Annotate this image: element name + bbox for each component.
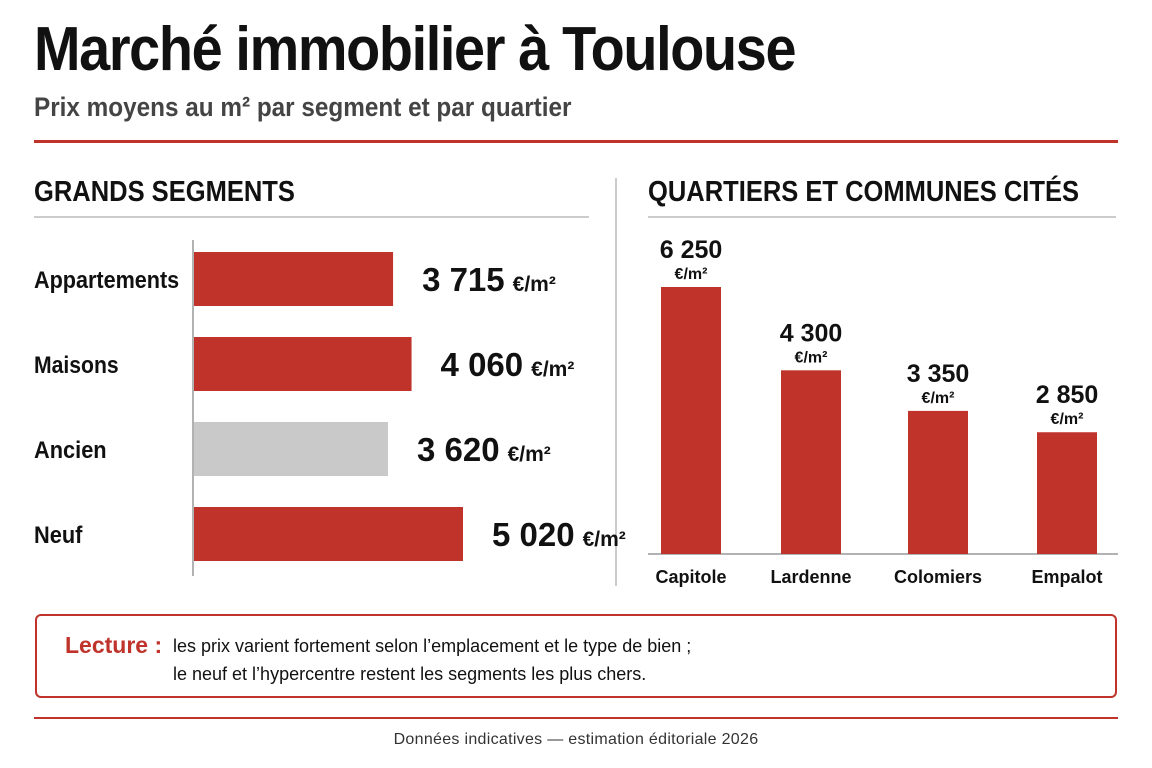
section-divider — [615, 178, 617, 586]
district-bar — [908, 410, 968, 554]
segment-value-label: 3 715 €/m² — [422, 261, 556, 298]
segments-section-rule — [34, 216, 589, 218]
district-bar — [1037, 432, 1097, 554]
district-unit-label: €/m² — [795, 349, 828, 366]
districts-section-rule — [648, 216, 1116, 218]
segment-bar — [194, 337, 412, 391]
segment-value-label: 3 620 €/m² — [417, 431, 551, 468]
reading-note-line: les prix varient fortement selon l’empla… — [173, 636, 692, 656]
source-note: Données indicatives — estimation éditori… — [393, 731, 759, 748]
segments-bar-chart: Appartements 3 715 €/m² Maisons 4 060 €/m² Anc… — [34, 240, 626, 576]
page-subtitle: Prix moyens au m² par segment et par qua… — [34, 92, 572, 122]
segment-bar — [194, 252, 394, 306]
district-value-label: 2 850 — [1036, 381, 1099, 409]
segment-bar — [194, 422, 388, 476]
reading-note-label: Lecture : — [65, 632, 163, 658]
district-bar — [781, 370, 841, 554]
district-category-label: Empalot — [1031, 567, 1102, 587]
reading-note-line: le neuf et l’hypercentre restent les seg… — [173, 664, 647, 684]
footer-rule — [34, 717, 1118, 719]
district-unit-label: €/m² — [675, 266, 708, 283]
district-unit-label: €/m² — [1051, 411, 1084, 428]
district-bar — [661, 287, 721, 554]
reading-note: Lecture : les prix varient fortement sel… — [35, 614, 1117, 698]
district-category-label: Lardenne — [770, 567, 851, 587]
districts-bar-chart: 6 250 €/m² Capitole 4 300 €/m² Lardenne 3 350 €… — [648, 236, 1118, 587]
segment-value-label: 5 020 €/m² — [492, 516, 626, 553]
district-category-label: Colomiers — [894, 567, 982, 587]
segment-category-label: Appartements — [34, 267, 179, 294]
segments-section-title: GRANDS SEGMENTS — [34, 176, 295, 208]
district-value-label: 3 350 — [907, 360, 970, 388]
segment-category-label: Maisons — [34, 352, 119, 379]
segment-category-label: Neuf — [34, 522, 83, 549]
districts-section-title: QUARTIERS ET COMMUNES CITÉS — [648, 176, 1080, 208]
page-title: Marché immobilier à Toulouse — [34, 15, 796, 84]
district-unit-label: €/m² — [922, 390, 955, 407]
district-value-label: 6 250 — [660, 236, 723, 264]
segment-category-label: Ancien — [34, 437, 107, 464]
header-rule — [34, 140, 1118, 143]
segment-bar — [194, 507, 463, 561]
district-value-label: 4 300 — [780, 319, 843, 347]
segment-value-label: 4 060 €/m² — [441, 346, 575, 383]
district-category-label: Capitole — [655, 567, 726, 587]
